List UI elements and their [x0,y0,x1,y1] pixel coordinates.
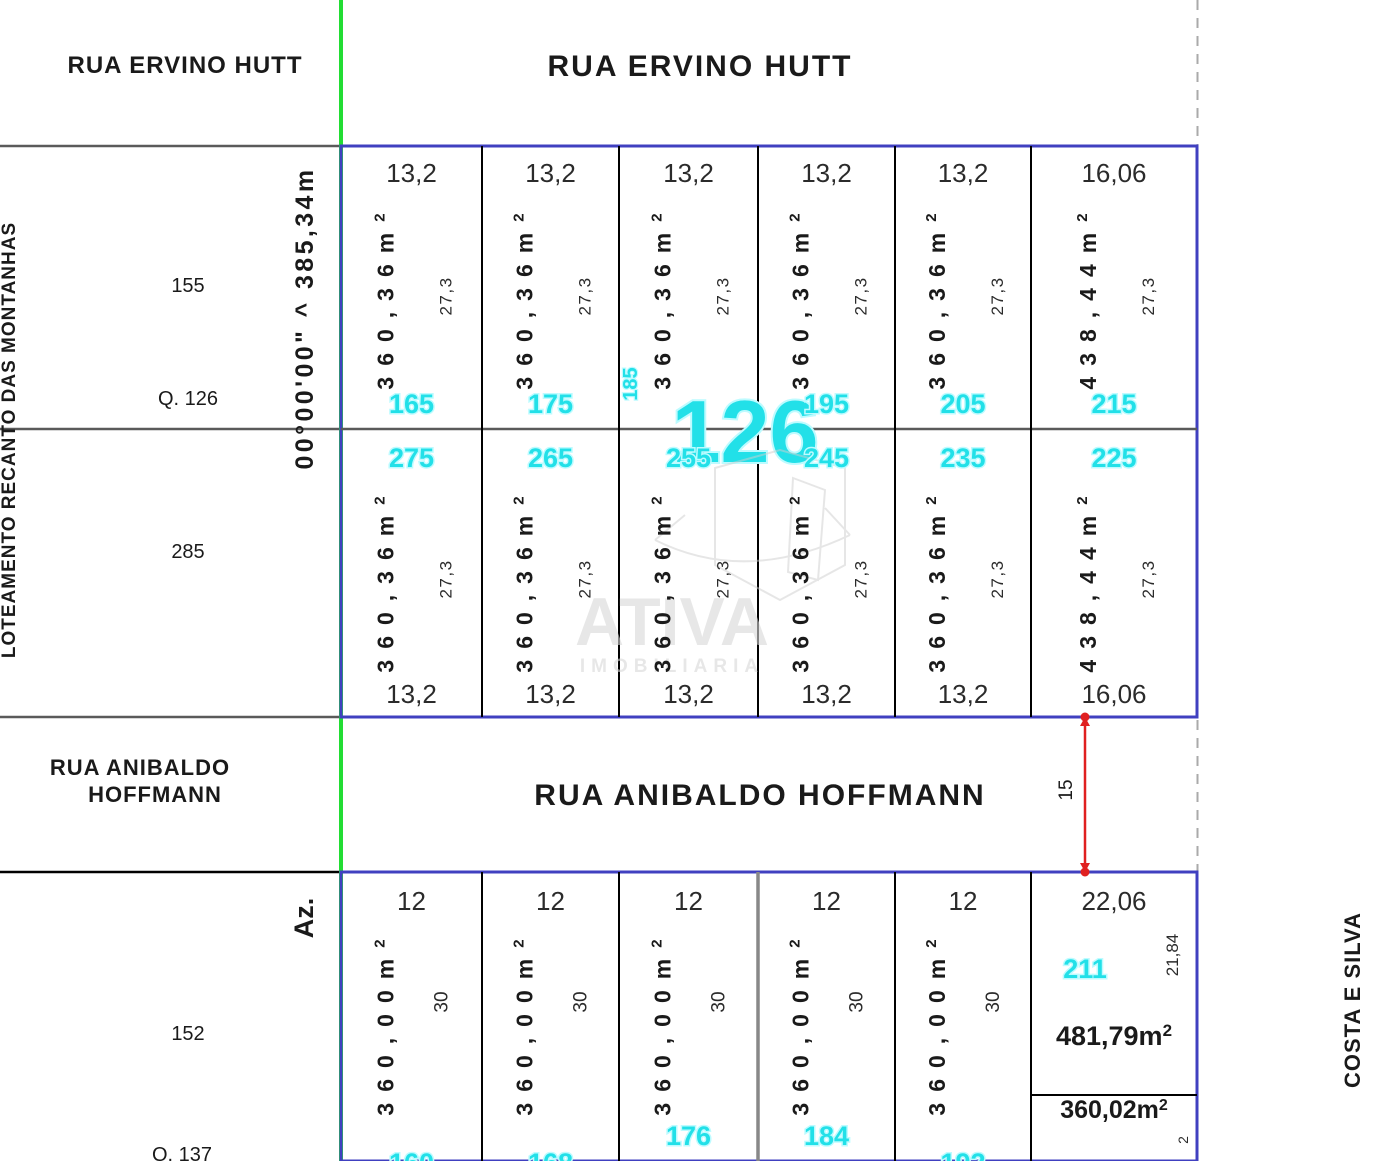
svg-text:13,2: 13,2 [525,679,576,709]
svg-text:275: 275 [389,443,434,473]
svg-text:22,06: 22,06 [1081,886,1146,916]
svg-text:16,06: 16,06 [1081,158,1146,188]
svg-text:13,2: 13,2 [663,679,714,709]
svg-text:360,00m2: 360,00m2 [372,928,399,1115]
svg-text:27,3: 27,3 [1139,559,1158,598]
svg-text:30: 30 [571,991,592,1012]
svg-text:27,3: 27,3 [852,559,871,598]
svg-text:360,36m2: 360,36m2 [649,485,676,672]
svg-text:13,2: 13,2 [525,158,576,188]
svg-text:255: 255 [666,443,711,473]
svg-text:13,2: 13,2 [386,158,437,188]
svg-text:13,2: 13,2 [801,679,852,709]
svg-text:360,36m2: 360,36m2 [649,202,676,389]
svg-text:360,02m2: 360,02m2 [1060,1096,1168,1124]
svg-text:12: 12 [536,886,565,916]
svg-text:205: 205 [940,389,985,419]
svg-text:211: 211 [1063,954,1107,984]
svg-text:27,3: 27,3 [988,559,1007,598]
svg-text:285: 285 [171,541,204,563]
svg-text:Az.: Az. [289,898,319,939]
svg-text:Q. 137: Q. 137 [152,1144,212,1161]
svg-text:360,00m2: 360,00m2 [787,928,814,1115]
svg-text:168: 168 [528,1148,573,1161]
svg-text:13,2: 13,2 [386,679,437,709]
svg-text:30: 30 [709,991,730,1012]
svg-text:27,3: 27,3 [576,276,595,315]
svg-text:235: 235 [940,443,985,473]
svg-text:360,36m2: 360,36m2 [787,485,814,672]
svg-text:360,00m2: 360,00m2 [923,928,950,1115]
svg-text:RUA ERVINO HUTT: RUA ERVINO HUTT [67,52,302,79]
svg-text:HOFFMANN: HOFFMANN [88,782,222,807]
svg-text:27,3: 27,3 [714,276,733,315]
svg-text:165: 165 [389,389,434,419]
svg-text:27,3: 27,3 [988,276,1007,315]
svg-text:RUA ANIBALDO: RUA ANIBALDO [50,755,230,780]
svg-text:360,36m2: 360,36m2 [511,485,538,672]
svg-text:27,3: 27,3 [576,559,595,598]
svg-text:12: 12 [949,886,978,916]
svg-text:2: 2 [1175,1136,1191,1144]
svg-text:30: 30 [983,991,1004,1012]
svg-text:Q. 126: Q. 126 [158,388,218,410]
svg-text:360,36m2: 360,36m2 [372,485,399,672]
svg-text:13,2: 13,2 [663,158,714,188]
svg-text:155: 155 [171,275,204,297]
svg-text:160: 160 [389,1148,434,1161]
svg-text:245: 245 [804,443,849,473]
svg-text:12: 12 [812,886,841,916]
svg-text:30: 30 [847,991,868,1012]
svg-text:225: 225 [1091,443,1136,473]
svg-text:13,2: 13,2 [801,158,852,188]
svg-text:265: 265 [528,443,573,473]
svg-text:30: 30 [432,991,453,1012]
svg-text:195: 195 [804,389,849,419]
svg-text:175: 175 [528,389,573,419]
svg-text:LOTEAMENTO RECANTO DAS MONTANH: LOTEAMENTO RECANTO DAS MONTANHAS [0,222,20,658]
svg-text:12: 12 [674,886,703,916]
svg-text:360,36m2: 360,36m2 [923,202,950,389]
svg-text:27,3: 27,3 [852,276,871,315]
svg-text:27,3: 27,3 [714,559,733,598]
svg-text:21,84: 21,84 [1163,934,1182,977]
svg-text:12: 12 [397,886,426,916]
svg-text:13,2: 13,2 [938,158,989,188]
svg-text:RUA ERVINO HUTT: RUA ERVINO HUTT [547,50,852,83]
svg-text:COSTA E SILVA: COSTA E SILVA [1340,912,1365,1088]
svg-text:438,44m2: 438,44m2 [1074,485,1101,672]
svg-text:481,79m2: 481,79m2 [1056,1021,1172,1051]
svg-text:215: 215 [1091,389,1136,419]
svg-text:RUA ANIBALDO HOFFMANN: RUA ANIBALDO HOFFMANN [534,779,985,812]
svg-text:15: 15 [1056,779,1077,800]
svg-text:360,00m2: 360,00m2 [649,928,676,1115]
svg-text:27,3: 27,3 [437,276,456,315]
svg-text:16,06: 16,06 [1081,679,1146,709]
svg-text:176: 176 [666,1121,711,1151]
svg-text:152: 152 [171,1023,204,1045]
svg-text:360,00m2: 360,00m2 [511,928,538,1115]
svg-text:185: 185 [620,367,642,400]
svg-text:00°00'00" ^ 385,: 00°00'00" ^ 385,34m [291,166,319,469]
svg-text:360,36m2: 360,36m2 [923,485,950,672]
svg-text:27,3: 27,3 [1139,276,1158,315]
svg-text:360,36m2: 360,36m2 [511,202,538,389]
svg-text:360,36m2: 360,36m2 [372,202,399,389]
svg-text:360,36m2: 360,36m2 [787,202,814,389]
svg-text:27,3: 27,3 [437,559,456,598]
svg-text:13,2: 13,2 [938,679,989,709]
svg-text:184: 184 [804,1121,849,1151]
svg-text:438,44m2: 438,44m2 [1074,202,1101,389]
svg-text:192: 192 [940,1148,985,1161]
